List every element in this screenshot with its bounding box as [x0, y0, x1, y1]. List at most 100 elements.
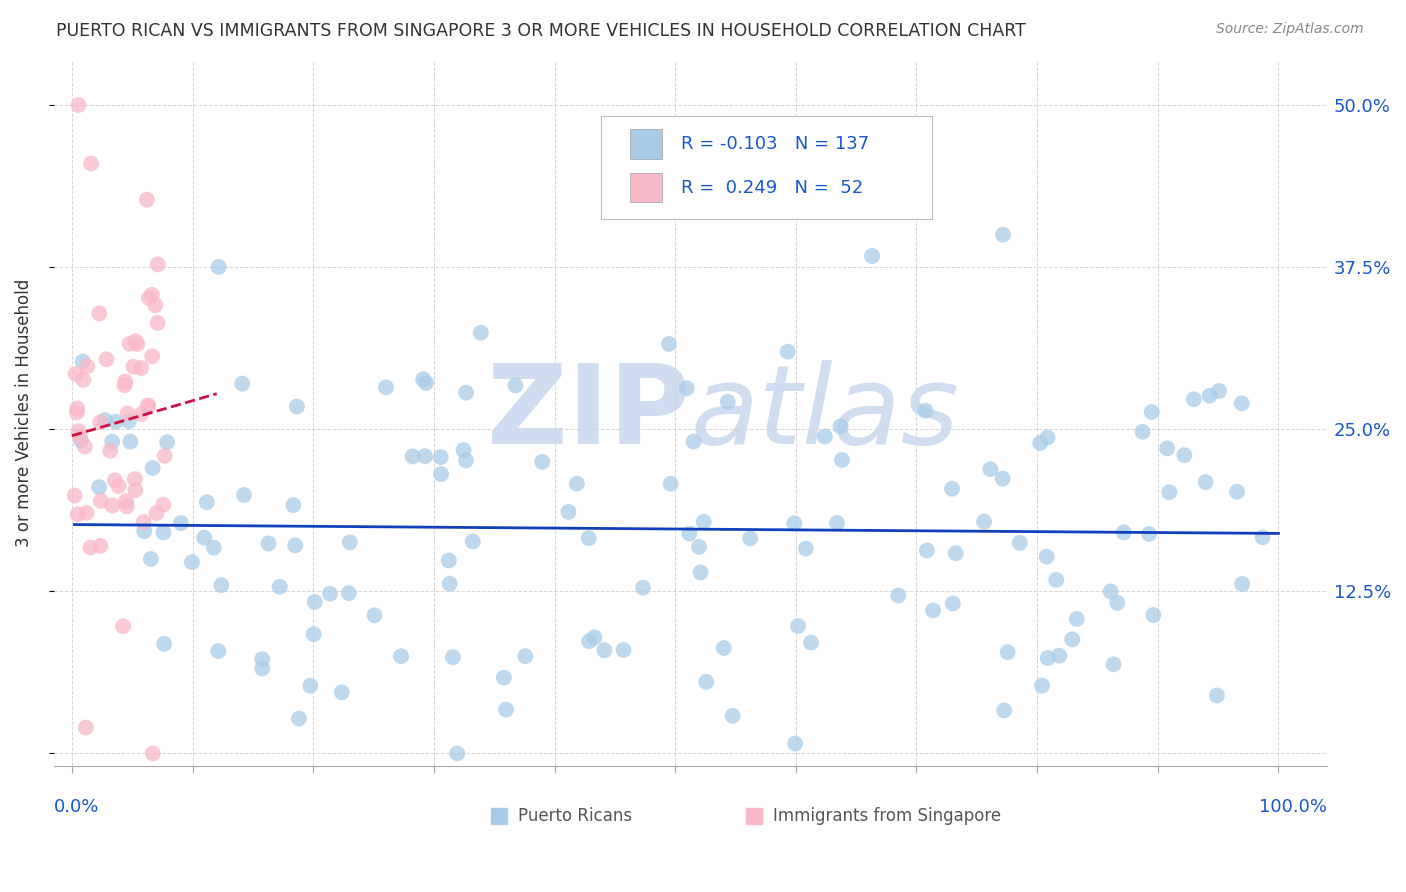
Point — [437, 553, 460, 567]
Point — [135, 193, 157, 207]
Point — [825, 516, 848, 530]
Point — [156, 435, 179, 450]
Point — [800, 635, 823, 649]
Point — [1182, 392, 1205, 407]
Point — [1208, 384, 1230, 398]
Point — [118, 336, 141, 351]
Point — [89, 480, 111, 494]
Text: R =  0.249   N =  52: R = 0.249 N = 52 — [682, 178, 863, 196]
Point — [678, 526, 700, 541]
Point — [1132, 425, 1154, 439]
Point — [1099, 584, 1122, 599]
Point — [565, 476, 588, 491]
Point — [1198, 389, 1220, 403]
Point — [783, 516, 806, 531]
Point — [145, 506, 167, 520]
Point — [1142, 608, 1164, 623]
FancyBboxPatch shape — [602, 116, 932, 219]
Point — [124, 472, 146, 486]
Point — [89, 539, 111, 553]
Point — [80, 156, 103, 170]
Point — [682, 434, 704, 449]
Point — [531, 455, 554, 469]
Point — [142, 747, 165, 761]
Point — [67, 98, 90, 112]
Point — [136, 399, 159, 413]
Point — [997, 645, 1019, 659]
Point — [114, 378, 136, 392]
Point — [231, 376, 253, 391]
Point — [70, 434, 93, 448]
Point — [284, 538, 307, 552]
Point — [860, 249, 883, 263]
Point — [675, 381, 697, 395]
Point — [1036, 430, 1059, 444]
Point — [143, 298, 166, 312]
Point — [453, 443, 475, 458]
Point — [1029, 436, 1052, 450]
Point — [717, 394, 740, 409]
Point — [740, 532, 762, 546]
Point — [72, 354, 94, 368]
Point — [914, 403, 936, 417]
Point — [413, 449, 436, 463]
Point — [887, 589, 910, 603]
Point — [495, 703, 517, 717]
Text: Immigrants from Singapore: Immigrants from Singapore — [773, 807, 1001, 825]
Point — [1107, 596, 1129, 610]
Point — [831, 453, 853, 467]
Point — [170, 516, 193, 530]
Point — [979, 462, 1001, 476]
Point — [89, 306, 111, 320]
Point — [90, 493, 112, 508]
Point — [401, 450, 423, 464]
Point — [1047, 648, 1070, 663]
Point — [66, 401, 89, 416]
Point — [127, 337, 149, 351]
Point — [124, 483, 146, 497]
Point — [583, 631, 606, 645]
Point — [69, 429, 91, 443]
Point — [1230, 396, 1253, 410]
Point — [1031, 679, 1053, 693]
Point — [941, 482, 963, 496]
Point — [1205, 689, 1227, 703]
Point — [67, 424, 90, 438]
Point — [1194, 475, 1216, 489]
Point — [794, 541, 817, 556]
Point — [785, 736, 807, 750]
Point — [446, 747, 468, 761]
Point — [339, 535, 361, 549]
FancyBboxPatch shape — [630, 128, 662, 159]
Point — [330, 685, 353, 699]
Point — [152, 525, 174, 540]
Point — [1066, 612, 1088, 626]
Point — [65, 367, 87, 381]
Text: Source: ZipAtlas.com: Source: ZipAtlas.com — [1216, 22, 1364, 37]
Point — [114, 375, 136, 389]
Point — [363, 608, 385, 623]
Point — [1045, 573, 1067, 587]
Point — [193, 531, 215, 545]
Point — [269, 580, 291, 594]
Point — [1251, 530, 1274, 544]
Point — [688, 540, 710, 554]
Point — [209, 578, 232, 592]
Point — [139, 552, 162, 566]
Point — [915, 543, 938, 558]
Point — [66, 508, 89, 522]
Point — [991, 472, 1014, 486]
Text: 0.0%: 0.0% — [53, 798, 100, 816]
Point — [1156, 442, 1178, 456]
Point — [104, 473, 127, 487]
Point — [141, 287, 163, 301]
Point — [415, 376, 437, 390]
Point — [505, 378, 527, 392]
Point — [101, 434, 124, 449]
Point — [142, 461, 165, 475]
Point — [721, 708, 744, 723]
Point — [79, 541, 101, 555]
Point — [152, 498, 174, 512]
Point — [181, 555, 204, 569]
Point — [132, 515, 155, 529]
